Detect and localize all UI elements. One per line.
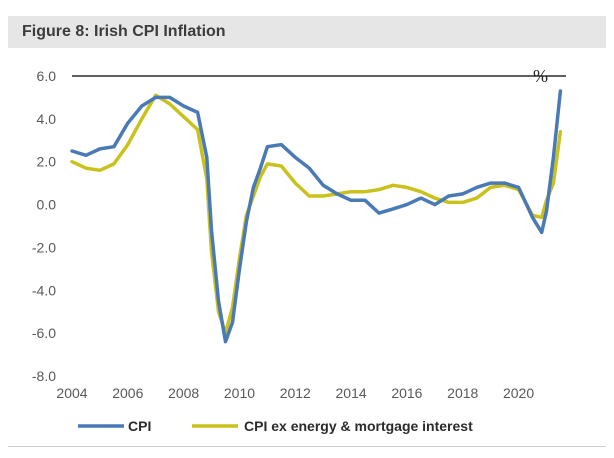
figure-title: Figure 8: Irish CPI Inflation [22,23,226,40]
y-tick-label: 0.0 [37,197,57,213]
x-tick-label: 2016 [391,385,422,401]
x-tick-label: 2014 [336,385,367,401]
legend-label-cpi: CPI [128,418,151,434]
x-tick-label: 2012 [280,385,311,401]
x-tick-label: 2004 [56,385,87,401]
x-axis-ticks: 2004 2006 2008 2010 2012 2014 2016 2018 2020 [56,385,534,401]
figure-title-bar: Figure 8: Irish CPI Inflation [8,16,606,48]
x-tick-label: 2006 [112,385,143,401]
x-tick-label: 2020 [503,385,534,401]
y-tick-label: -2.0 [32,239,56,255]
y-tick-label: 2.0 [37,154,57,170]
bottom-divider [8,446,606,447]
series-lines [70,89,563,344]
y-tick-label: -8.0 [32,368,56,384]
y-tick-label: -4.0 [32,282,56,298]
x-tick-label: 2010 [224,385,255,401]
x-tick-label: 2018 [447,385,478,401]
x-tick-label: 2008 [168,385,199,401]
y-tick-label: 4.0 [37,111,57,127]
unit-label: % [533,66,548,86]
y-tick-label: -6.0 [32,325,56,341]
series-line-cpi-ex [70,93,563,335]
y-tick-label: 6.0 [37,68,57,84]
y-axis-ticks: 6.0 4.0 2.0 0.0 -2.0 -4.0 -6.0 -8.0 [32,68,56,384]
legend-label-cpi-ex: CPI ex energy & mortgage interest [244,418,473,434]
legend: CPI CPI ex energy & mortgage interest [78,418,473,434]
series-line-cpi [70,89,563,344]
